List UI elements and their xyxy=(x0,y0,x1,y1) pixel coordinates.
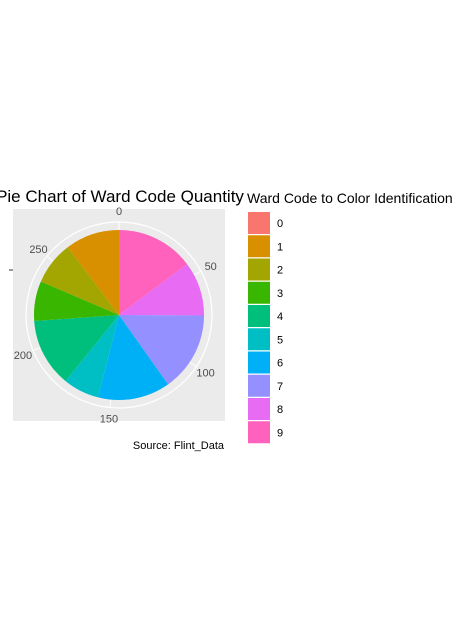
theta-tick-label-200: 200 xyxy=(14,350,32,362)
pie-slice-8 xyxy=(119,264,205,316)
legend-label-8: 8 xyxy=(277,404,283,416)
pie-slice-2 xyxy=(40,247,120,315)
legend-label-0: 0 xyxy=(277,218,283,230)
pie-slice-4 xyxy=(34,315,119,382)
pie-slice-7 xyxy=(119,315,204,385)
legend-label-3: 3 xyxy=(277,288,283,300)
legend: 0 1 2 3 4 5 6 7 8 9 xyxy=(248,212,283,444)
theta-tick-labels: 0 50 100 150 200 250 xyxy=(14,206,217,426)
pie-slice-5 xyxy=(65,315,119,398)
legend-label-7: 7 xyxy=(277,381,283,393)
theta-tick-label-150: 150 xyxy=(100,414,118,426)
legend-key-2 xyxy=(248,258,270,281)
legend-key-5 xyxy=(248,328,270,351)
theta-tick-label-250: 250 xyxy=(29,244,47,256)
legend-label-2: 2 xyxy=(277,265,283,277)
legend-label-1: 1 xyxy=(277,241,283,253)
pie-slice-6 xyxy=(98,315,169,400)
pie-slice-3 xyxy=(34,281,120,321)
pie-slice-9 xyxy=(119,230,188,315)
legend-key-1 xyxy=(248,235,270,258)
legend-key-4 xyxy=(248,305,270,327)
theta-tick-label-50: 50 xyxy=(205,261,217,273)
chart-caption: Source: Flint_Data xyxy=(133,440,225,452)
legend-key-7 xyxy=(248,374,270,397)
legend-label-9: 9 xyxy=(277,427,283,439)
legend-key-8 xyxy=(248,398,270,420)
legend-key-0 xyxy=(248,212,270,234)
legend-label-6: 6 xyxy=(277,358,283,370)
theta-tick-label-100: 100 xyxy=(196,368,214,380)
legend-label-4: 4 xyxy=(277,311,283,323)
chart-title: Pie Chart of Ward Code Quantity xyxy=(0,187,244,206)
legend-label-5: 5 xyxy=(277,334,283,346)
legend-title: Ward Code to Color Identification xyxy=(247,190,453,206)
legend-key-6 xyxy=(248,351,270,374)
pie-slices xyxy=(34,230,205,400)
legend-key-3 xyxy=(248,281,270,304)
theta-tick-label-0: 0 xyxy=(116,206,122,218)
legend-key-9 xyxy=(248,421,270,444)
pie-slice-1 xyxy=(67,230,119,315)
